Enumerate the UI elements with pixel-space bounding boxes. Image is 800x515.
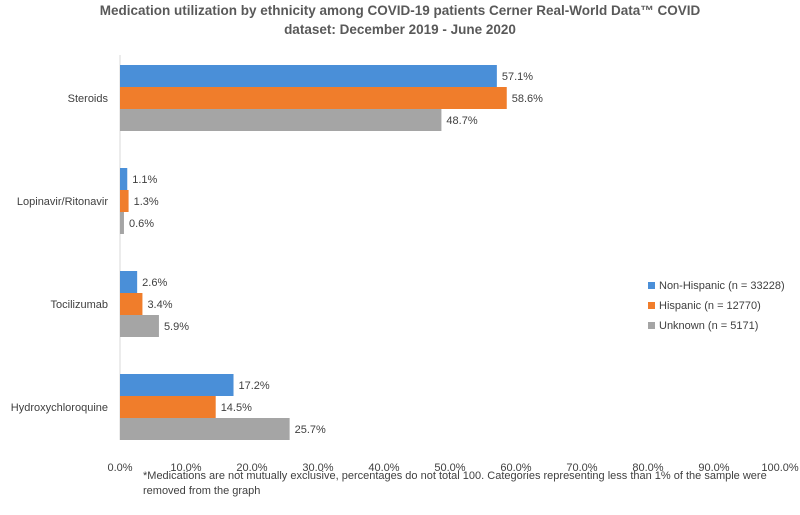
bar-tocilizumab-series-0 <box>120 271 138 293</box>
data-label: 2.6% <box>142 277 167 289</box>
data-label: 1.3% <box>134 196 159 208</box>
data-label: 48.7% <box>446 115 477 127</box>
legend-label-series-1: Hispanic (n = 12770) <box>659 300 761 312</box>
x-tick-label: 0.0% <box>107 462 132 474</box>
bar-tocilizumab-series-1 <box>120 293 143 315</box>
footnote: *Medications are not mutually exclusive,… <box>143 470 767 497</box>
bar-steroids-series-2 <box>120 109 442 131</box>
data-label: 58.6% <box>512 93 543 105</box>
data-label: 57.1% <box>502 71 533 83</box>
bar-hydroxychloroquine-series-1 <box>120 396 216 418</box>
data-label: 5.9% <box>164 321 189 333</box>
x-tick-label: 50.0% <box>434 462 465 474</box>
data-label: 0.6% <box>129 218 154 230</box>
x-tick-label: 40.0% <box>368 462 399 474</box>
category-label: Hydroxychloroquine <box>11 402 108 414</box>
x-tick-label: 20.0% <box>236 462 267 474</box>
bar-lopinavir-ritonavir-series-2 <box>120 212 124 234</box>
x-tick-label: 80.0% <box>632 462 663 474</box>
chart-title-line-2: dataset: December 2019 - June 2020 <box>284 22 516 37</box>
legend-label-series-2: Unknown (n = 5171) <box>659 320 758 332</box>
data-label: 25.7% <box>295 424 326 436</box>
x-tick-label: 70.0% <box>566 462 597 474</box>
data-label: 3.4% <box>147 299 172 311</box>
category-label: Lopinavir/Ritonavir <box>17 196 108 208</box>
x-tick-label: 100.0% <box>761 462 799 474</box>
category-label: Steroids <box>68 93 109 105</box>
x-tick-label: 30.0% <box>302 462 333 474</box>
legend-swatch-series-2 <box>648 322 655 329</box>
bar-lopinavir-ritonavir-series-1 <box>120 190 129 212</box>
bar-lopinavir-ritonavir-series-0 <box>120 168 128 190</box>
data-label: 1.1% <box>132 174 157 186</box>
legend-swatch-series-0 <box>648 282 655 289</box>
x-tick-label: 10.0% <box>170 462 201 474</box>
bar-hydroxychloroquine-series-2 <box>120 418 290 440</box>
bar-steroids-series-1 <box>120 87 507 109</box>
legend-swatch-series-1 <box>648 302 655 309</box>
bar-tocilizumab-series-2 <box>120 315 159 337</box>
data-label: 14.5% <box>221 402 252 414</box>
data-label: 17.2% <box>239 380 270 392</box>
plot-area: 57.1% 58.6% 48.7% Steroids 1.1% 1.3% 0.6% Lopin… <box>11 55 799 474</box>
x-tick-label: 60.0% <box>500 462 531 474</box>
legend: Non-Hispanic (n = 33228) Hispanic (n = 12… <box>648 280 785 332</box>
x-tick-label: 90.0% <box>698 462 729 474</box>
category-label: Tocilizumab <box>51 299 108 311</box>
legend-label-series-0: Non-Hispanic (n = 33228) <box>659 280 785 292</box>
chart-title-line-1: Medication utilization by ethnicity amon… <box>100 3 701 18</box>
bar-steroids-series-0 <box>120 65 497 87</box>
bar-hydroxychloroquine-series-0 <box>120 374 234 396</box>
